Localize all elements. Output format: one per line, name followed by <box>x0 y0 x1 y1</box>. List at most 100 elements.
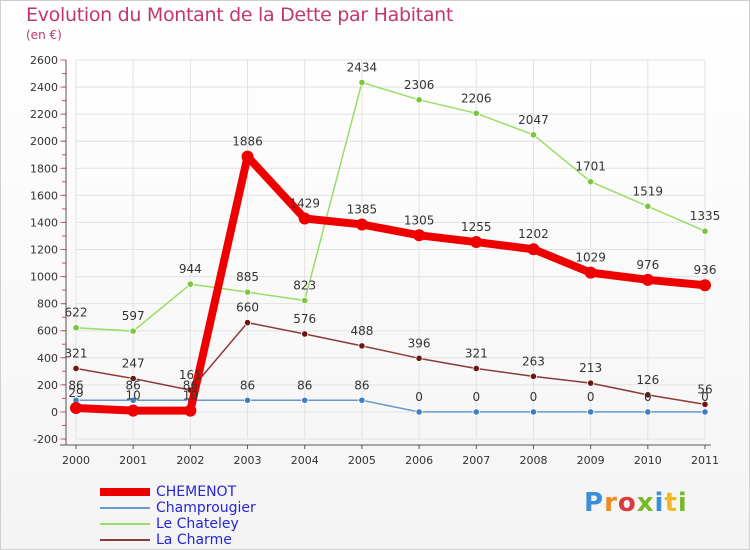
data-point <box>701 227 709 235</box>
data-label: 2206 <box>461 91 492 105</box>
data-label: 1029 <box>575 251 606 265</box>
data-label: 263 <box>522 354 545 368</box>
data-point <box>472 109 480 117</box>
x-tick-label: 2000 <box>62 454 90 467</box>
data-point <box>355 218 368 231</box>
y-tick-label: 2600 <box>30 54 58 67</box>
proxiti-logo: Proxiti <box>584 488 688 518</box>
x-tick-label: 2011 <box>691 454 719 467</box>
data-label: 2306 <box>404 78 435 92</box>
data-label: 1385 <box>347 202 378 216</box>
data-label: 321 <box>465 346 488 360</box>
logo-letter: o <box>617 488 637 518</box>
data-label: 2047 <box>518 113 549 127</box>
data-point <box>301 330 309 338</box>
legend-label: Le Chateley <box>156 516 239 532</box>
data-point <box>72 364 80 373</box>
data-label: 1701 <box>575 160 606 174</box>
data-point <box>529 131 538 139</box>
data-point <box>587 178 595 186</box>
data-point <box>584 266 597 279</box>
data-label: 1335 <box>690 209 721 223</box>
legend-swatch <box>100 488 150 496</box>
data-label: 576 <box>293 312 316 326</box>
data-point <box>701 400 709 408</box>
data-point <box>129 396 137 404</box>
data-point <box>127 404 140 417</box>
x-tick-label: 2003 <box>234 454 262 467</box>
data-label: 161 <box>179 368 202 382</box>
data-label: 0 <box>530 390 538 404</box>
legend-swatch <box>100 507 150 509</box>
data-label: 660 <box>236 301 259 315</box>
data-label: 885 <box>236 270 259 284</box>
data-point <box>243 288 252 296</box>
logo-letter: x <box>636 488 655 518</box>
data-label: 0 <box>701 390 709 404</box>
legend-swatch <box>100 523 150 525</box>
x-tick-label: 2005 <box>348 454 376 467</box>
series-line-3 <box>75 321 706 406</box>
data-label: 126 <box>636 373 659 387</box>
data-point <box>301 296 309 305</box>
data-label: 0 <box>415 390 423 404</box>
y-tick-label: 2200 <box>30 108 58 121</box>
y-tick-label: 200 <box>37 379 58 392</box>
data-point <box>301 396 309 404</box>
data-label: 1886 <box>232 135 263 149</box>
data-label: 1429 <box>289 197 320 211</box>
data-point <box>587 408 595 416</box>
data-label: 321 <box>65 346 88 360</box>
data-point <box>415 408 423 416</box>
logo-letter: i <box>654 488 665 518</box>
line-chart: -200020040060080010001200140016001800200… <box>30 54 721 467</box>
series-line-0 <box>72 152 709 415</box>
x-tick-label: 2008 <box>519 454 547 467</box>
data-label: 597 <box>122 309 145 323</box>
x-tick-label: 2006 <box>405 454 433 467</box>
y-tick-label: 0 <box>51 406 58 419</box>
data-label: 86 <box>183 378 198 392</box>
data-point <box>186 280 194 288</box>
legend-label: CHEMENOT <box>156 484 237 500</box>
y-tick-label: 800 <box>37 298 58 311</box>
data-label: 823 <box>293 279 316 293</box>
x-tick-label: 2007 <box>462 454 490 467</box>
data-point <box>527 243 540 256</box>
data-label: 1202 <box>518 227 549 241</box>
x-tick-label: 2009 <box>577 454 605 467</box>
data-point <box>415 354 423 362</box>
data-label: 86 <box>68 378 83 392</box>
data-point <box>413 229 426 242</box>
series-line-1 <box>75 399 706 413</box>
legend-label: La Charme <box>156 532 232 548</box>
data-point <box>699 279 711 292</box>
data-point <box>644 391 652 399</box>
data-label: 976 <box>636 258 659 272</box>
data-point <box>298 212 311 225</box>
y-tick-label: 1400 <box>30 216 58 229</box>
data-label: 488 <box>350 324 373 338</box>
y-tick-label: -200 <box>33 433 58 446</box>
data-label: 936 <box>694 263 717 277</box>
y-tick-label: 600 <box>37 325 58 338</box>
data-label: 86 <box>126 378 141 392</box>
legend-label: Champrougier <box>156 500 256 516</box>
logo-letter: P <box>584 488 605 518</box>
axes: -200020040060080010001200140016001800200… <box>30 54 719 467</box>
data-label: 1255 <box>461 220 492 234</box>
data-point <box>644 202 652 210</box>
data-point <box>243 396 252 404</box>
data-label: 86 <box>354 378 369 392</box>
data-point <box>644 408 652 416</box>
data-label: 29 <box>68 386 83 400</box>
data-label: 247 <box>122 356 145 370</box>
data-label: 213 <box>579 361 602 375</box>
x-tick-label: 2004 <box>291 454 319 467</box>
data-label: 622 <box>65 306 88 320</box>
data-point <box>472 364 480 373</box>
x-tick-label: 2001 <box>119 454 147 467</box>
data-label: 396 <box>408 336 431 350</box>
y-tick-label: 1000 <box>30 271 58 284</box>
logo-letter: r <box>604 488 618 518</box>
